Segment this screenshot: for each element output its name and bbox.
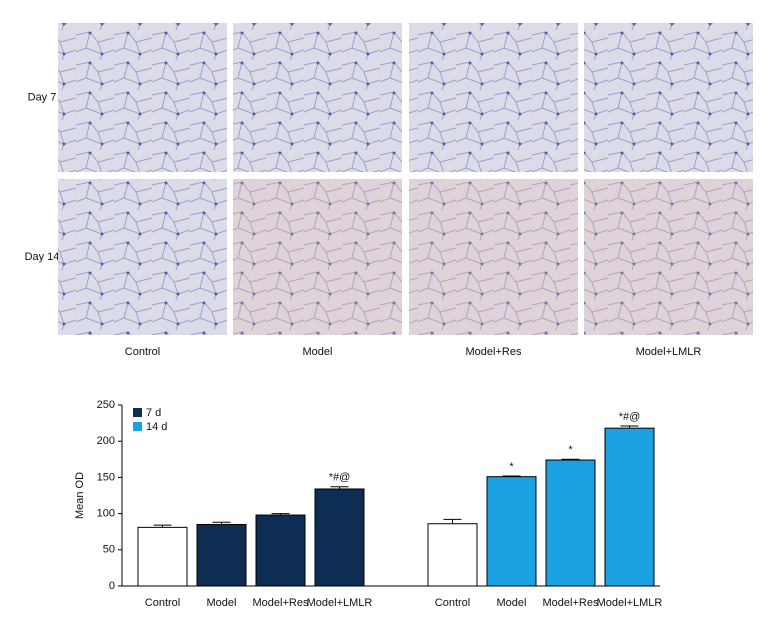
row-label: Day 7 <box>28 91 57 103</box>
x-tick-label: Model+Res <box>543 597 599 609</box>
y-tick-label: 0 <box>109 580 115 592</box>
y-tick-label: 250 <box>97 399 115 411</box>
x-tick-label: Control <box>435 597 470 609</box>
significance-label: * <box>509 461 514 473</box>
y-tick-label: 50 <box>103 544 115 556</box>
micrograph <box>584 179 753 335</box>
y-axis-label: Mean OD <box>74 472 86 519</box>
y-tick-label: 200 <box>97 435 115 447</box>
legend-swatch <box>133 408 142 417</box>
micrograph <box>233 23 402 172</box>
bar <box>545 459 596 587</box>
x-tick-label: Model+Res <box>253 597 309 609</box>
bar <box>427 523 478 587</box>
micrograph <box>584 23 753 172</box>
column-label: Model+LMLR <box>636 346 702 358</box>
row-label: Day 14 <box>25 251 60 263</box>
bar <box>255 514 306 587</box>
x-tick-label: Control <box>145 597 180 609</box>
micrograph <box>58 179 227 335</box>
micrograph <box>233 179 402 335</box>
y-tick-label: 150 <box>97 471 115 483</box>
y-tick-label: 100 <box>97 508 115 520</box>
x-tick-label: Model+LMLR <box>597 597 663 609</box>
micrograph <box>409 179 578 335</box>
stain-overlay <box>409 179 578 335</box>
x-tick-label: Model <box>207 597 237 609</box>
stain-overlay <box>233 179 402 335</box>
significance-label: * <box>568 444 573 456</box>
bar <box>486 476 537 587</box>
legend-label: 14 d <box>146 421 167 433</box>
bar <box>314 488 365 587</box>
column-label: Model <box>303 346 333 358</box>
bar-chart: 0 50 100 150 200 250 Mean OD 7 d Control Model Mod… <box>74 399 663 609</box>
legend-label: 7 d <box>146 407 161 419</box>
micrograph <box>58 23 227 172</box>
bar <box>196 523 247 587</box>
bar <box>137 526 188 587</box>
significance-label: *#@ <box>619 411 641 423</box>
column-label: Model+Res <box>466 346 522 358</box>
stain-overlay <box>584 179 753 335</box>
legend-swatch <box>133 422 142 431</box>
x-tick-label: Model+LMLR <box>307 597 373 609</box>
significance-label: *#@ <box>329 472 351 484</box>
column-label: Control <box>125 346 160 358</box>
bar <box>604 427 655 587</box>
x-tick-label: Model <box>497 597 527 609</box>
micrograph-grid: Day 7 Day 14 Control Model Model+Res Model+LM… <box>25 23 753 358</box>
micrograph <box>409 23 578 172</box>
